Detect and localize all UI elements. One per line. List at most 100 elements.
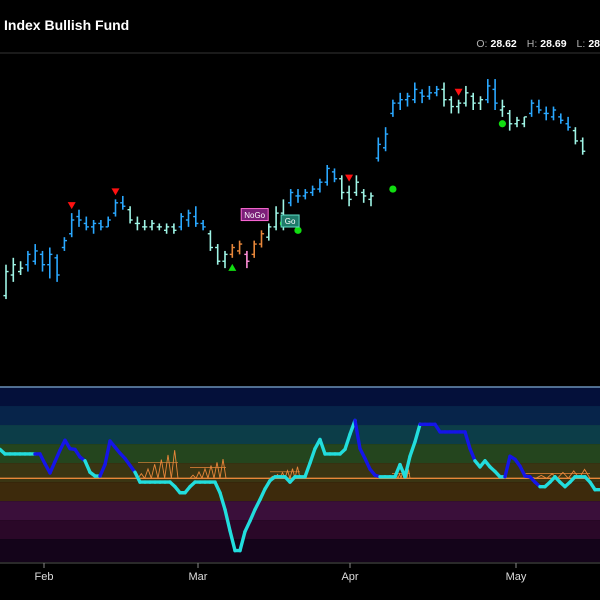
x-axis-label: Apr	[341, 571, 358, 583]
price-bar	[550, 106, 557, 121]
oscillator-segment	[258, 487, 267, 502]
signal-dot	[294, 226, 302, 234]
price-bar	[193, 206, 199, 227]
price-bar	[54, 254, 60, 282]
price-bar	[426, 85, 432, 100]
price-bar	[529, 99, 535, 117]
price-bar	[339, 175, 345, 200]
x-axis-label: Mar	[189, 571, 208, 583]
price-bar	[463, 85, 469, 107]
price-bar	[222, 250, 228, 269]
ohlc-value: 28	[588, 38, 600, 50]
oscillator-segment	[463, 430, 472, 451]
oscillator-band	[0, 444, 600, 464]
price-bar	[215, 244, 221, 265]
oscillator-band	[0, 501, 600, 521]
price-bar	[105, 216, 111, 228]
oscillator-segment	[243, 519, 252, 534]
price-bar	[448, 96, 454, 114]
bearish-triangle	[345, 174, 354, 182]
price-bar	[375, 137, 381, 162]
chart-title: Index Bullish Fund	[4, 17, 130, 33]
nogo-cluster-stroke	[219, 459, 227, 479]
price-bar	[419, 89, 425, 104]
oscillator-segment	[218, 491, 227, 512]
price-bar	[492, 79, 498, 110]
price-bar	[507, 110, 513, 131]
nogo-cluster-stroke	[535, 474, 547, 479]
price-bar	[142, 220, 148, 231]
oscillator-segment	[518, 464, 527, 478]
ohlc-value: 28.69	[540, 38, 567, 50]
oscillator-segment	[223, 507, 232, 533]
oscillator-band	[0, 425, 600, 445]
oscillator-segment	[413, 422, 422, 444]
ohlc-key: O:	[476, 38, 488, 50]
price-bar	[521, 116, 527, 128]
nogo-label: NoGo	[240, 208, 269, 222]
price-bar	[536, 99, 542, 114]
nogo-cluster-stroke	[557, 471, 569, 479]
oscillator-segment	[103, 439, 112, 467]
oscillator-band	[0, 520, 600, 540]
price-bar	[485, 79, 491, 104]
oscillator-band	[0, 463, 600, 483]
oscillator-band	[0, 539, 600, 562]
price-bar	[273, 206, 279, 231]
price-bar	[390, 99, 396, 117]
oscillator-segment	[133, 470, 142, 484]
price-bar	[229, 244, 235, 258]
price-bar	[412, 82, 418, 104]
price-bar	[572, 127, 578, 145]
price-bar	[25, 250, 31, 272]
oscillator-segment	[248, 507, 257, 523]
price-bar	[237, 240, 243, 255]
price-bar	[39, 250, 46, 272]
nogo-cluster-stroke	[289, 468, 296, 479]
bearish-triangle	[454, 88, 463, 96]
oscillator-segment	[53, 448, 62, 464]
price-bar	[397, 92, 403, 110]
price-bar	[251, 240, 257, 258]
oscillator-segment	[48, 459, 57, 475]
oscillator-segment	[358, 446, 367, 461]
nogo-cluster-stroke	[195, 470, 203, 479]
nogo-cluster-stroke	[213, 462, 221, 479]
price-bar	[112, 199, 119, 217]
oscillator-segment	[363, 456, 372, 471]
price-bar	[3, 264, 9, 300]
price-bar	[404, 92, 411, 107]
price-bar	[543, 106, 549, 121]
price-bar	[47, 247, 53, 279]
price-bar	[69, 213, 75, 238]
ohlc-key: L:	[576, 38, 586, 50]
price-bar	[200, 220, 206, 231]
oscillator-band	[0, 406, 600, 426]
oscillator-segment	[408, 440, 417, 458]
bearish-triangle	[111, 188, 120, 196]
price-bar	[361, 189, 367, 203]
price-bar	[178, 213, 184, 231]
price-bar	[558, 113, 564, 124]
oscillator-segment	[303, 461, 312, 479]
oscillator-segment	[83, 459, 92, 474]
price-bar	[244, 250, 250, 269]
nogo-cluster	[189, 459, 227, 479]
ohlc-value: 28.62	[490, 38, 517, 50]
price-bar	[266, 223, 272, 241]
nogo-cluster-stroke	[164, 454, 172, 479]
oscillator-segment	[238, 529, 247, 553]
price-bar	[383, 127, 389, 152]
go-label-box	[280, 214, 300, 228]
nogo-cluster-stroke	[157, 459, 166, 479]
nogo-cluster-stroke	[170, 450, 179, 479]
x-axis-label: May	[506, 571, 527, 583]
price-bar	[565, 116, 571, 131]
x-axis-label: Feb	[35, 571, 54, 583]
price-bar	[156, 223, 162, 231]
price-bar	[207, 230, 213, 251]
ohlc-key: H:	[526, 38, 538, 50]
price-bar	[499, 99, 505, 117]
nogo-label-box	[240, 208, 269, 222]
